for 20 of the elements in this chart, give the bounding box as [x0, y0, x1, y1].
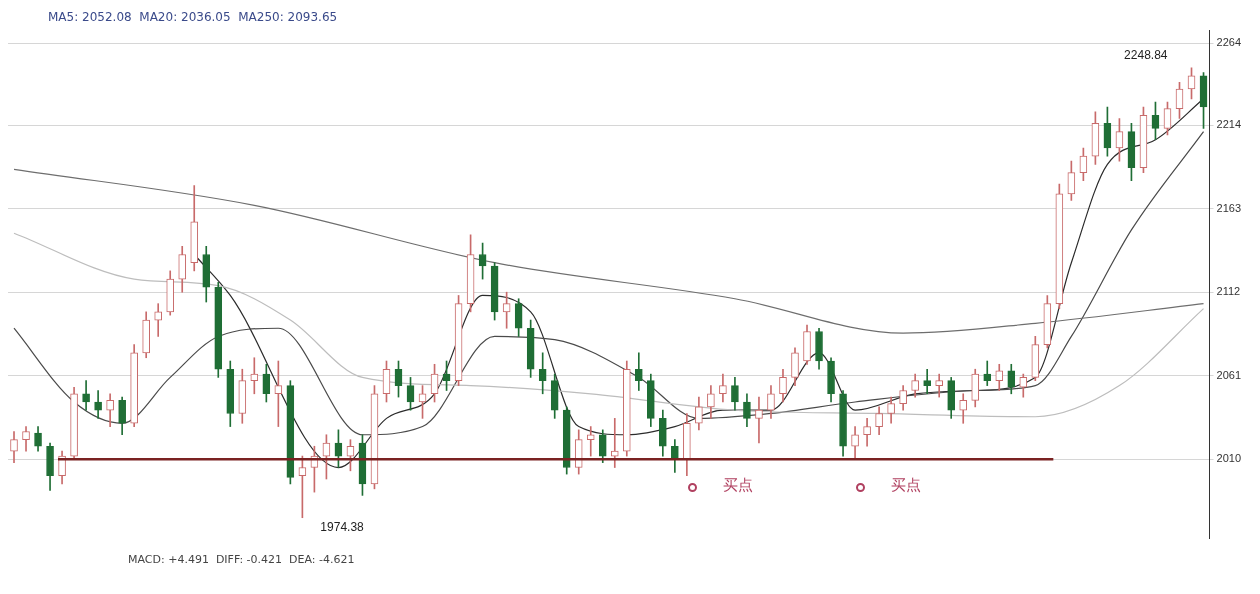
annotation: 买点 — [722, 475, 753, 494]
y-tick-label: 2112 — [1216, 285, 1241, 298]
y-tick-label: 2163 — [1216, 201, 1242, 214]
line-series — [13, 131, 1205, 436]
y-tick-label: 2061 — [1216, 368, 1242, 381]
text: MACD: +4.491 DIFF: -0.421 DEA: -4.621 — [128, 552, 355, 566]
candlestick — [586, 426, 595, 457]
candlestick — [154, 303, 163, 337]
candlestick — [250, 357, 259, 395]
annotation: 1974.38 — [320, 520, 365, 535]
line-series — [13, 168, 1205, 334]
candlestick — [755, 396, 763, 444]
y-tick-label: 2264 — [1216, 36, 1242, 49]
y-tick-label: 2010 — [1216, 452, 1242, 465]
candlestick — [610, 418, 619, 468]
chart-subtitle: MA5: 2052.08 MA20: 2036.05 MA250: 2093.65 — [48, 10, 338, 25]
candlestick — [923, 368, 931, 395]
annotation: 买点 — [891, 475, 922, 494]
annotation: 2248.84 — [1124, 48, 1168, 63]
y-tick-label: 2214 — [1216, 118, 1242, 131]
